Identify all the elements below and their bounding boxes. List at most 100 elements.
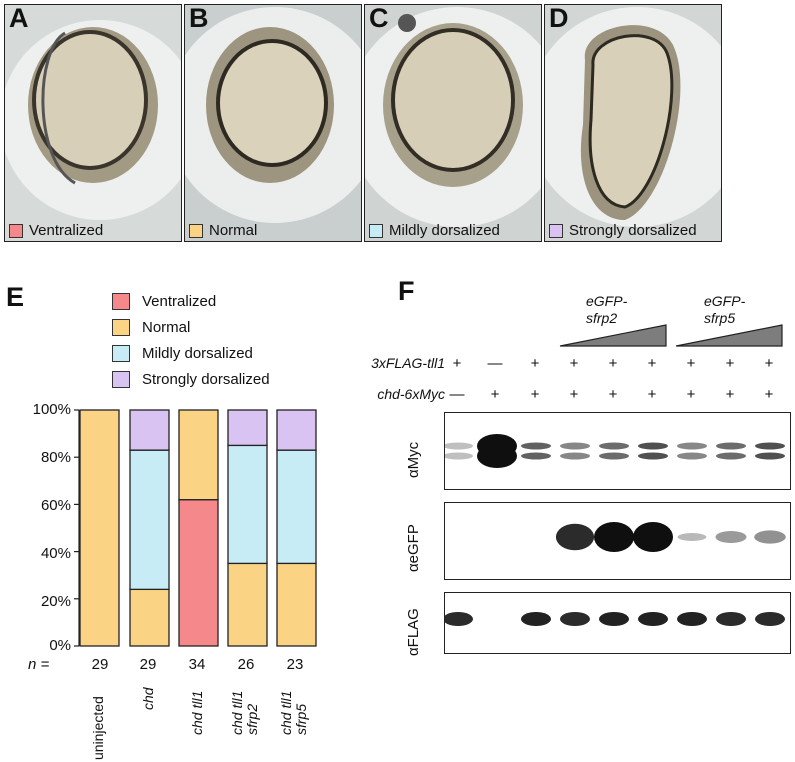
panel-a-image: A Ventralized [4,4,182,242]
treatment-sign: — [449,386,465,403]
panel-a-label: A [9,4,29,33]
blot-myc [443,412,791,490]
embryo-image [365,5,541,241]
y-tick-label: 20% [40,593,71,610]
blot-label-egfp: αeGFP [405,524,422,572]
treatment-sign: + [686,355,696,372]
n-value: 34 [188,656,206,673]
blot-band [599,452,629,460]
n-value: 23 [286,656,304,673]
treatment-sign: + [490,386,500,403]
blot-label-flag: αFLAG [405,608,422,656]
blot-band [677,452,707,460]
blot-band [599,612,629,626]
blot-band [521,442,551,450]
legend-item: Mildly dorsalized [112,345,253,362]
treatment-sign: — [487,355,503,372]
embryo-image [5,5,181,241]
row-label-chd-myc: chd-6xMyc [377,386,445,402]
blot-label-myc: αMyc [405,441,422,478]
bar-segment-normal [129,588,170,647]
blot-band [633,522,673,552]
bar-segment-mildly-dorsalized [276,449,317,565]
bar-segment-strongly-dorsalized [227,409,268,447]
blot-band [716,442,746,450]
panel-c-label: C [369,4,389,33]
blot-band [599,442,629,450]
blot-band [716,452,746,460]
treatment-sign: + [764,355,774,372]
egfp-sfrp2-label-line2: sfrp2 [586,310,618,326]
treatment-sign: + [530,355,540,372]
y-tick-label: 80% [40,449,71,466]
panel-c-image: C Mildly dorsalized [364,4,542,242]
blot-band [716,612,746,626]
panel-f-label: F [398,276,415,306]
blot-band [443,452,473,460]
panel-b-label: B [189,4,209,33]
blot-band [521,612,551,626]
blot-band [638,612,668,626]
legend-label: Mildly dorsalized [142,345,253,362]
n-value: 29 [91,656,109,673]
treatment-sign: + [725,386,735,403]
legend-swatch [112,371,130,388]
blot-band [754,530,786,544]
embryo-image [545,5,721,241]
bar-segment-strongly-dorsalized [129,409,170,451]
legend-swatch [112,345,130,362]
legend-label: Strongly dorsalized [142,371,270,388]
blot-band [677,612,707,626]
n-value: 29 [139,656,157,673]
dose-wedge-sfrp2 [559,324,667,347]
bar-segment-normal [178,409,219,501]
blot-band [560,452,590,460]
blot-band [443,612,473,626]
blot-band [555,523,595,551]
treatment-sign: + [530,386,540,403]
panel-d-image: D Strongly dorsalized [544,4,722,242]
y-tick-label: 60% [40,497,71,514]
bar-segment-normal [79,409,120,647]
treatment-sign: + [647,355,657,372]
legend-label: Ventralized [142,293,217,310]
treatment-sign: + [569,386,579,403]
blot-band [560,612,590,626]
bar-segment-mildly-dorsalized [129,449,170,591]
legend-label: Normal [142,319,191,336]
y-tick-label: 100% [32,401,71,418]
dose-wedge-sfrp5 [675,324,783,347]
blot-bands [443,434,785,468]
bar-segment-strongly-dorsalized [276,409,317,451]
treatment-sign: + [764,386,774,403]
treatment-sign: + [686,386,696,403]
panel-d-caption: Strongly dorsalized [569,222,697,239]
row-label-flag-tll1: 3xFLAG-tll1 [371,355,445,371]
blot-band [521,452,551,460]
blot-band [677,533,707,541]
bar-segment-normal [276,562,317,647]
treatment-sign: + [569,355,579,372]
blot-band [560,442,590,450]
egfp-sfrp5-label-line2: sfrp5 [704,310,736,326]
blot-band [638,452,668,460]
egfp-sfrp5-label-line1: eGFP- [704,293,746,309]
legend-swatch [112,293,130,310]
blot-bands [555,522,786,552]
panel-d-label: D [549,4,569,33]
egfp-sfrp2-label-line1: eGFP- [586,293,628,309]
embryo-image [185,5,361,241]
egfp-sfrp5-label: eGFP- sfrp5 [704,293,745,327]
panel-c-caption: Mildly dorsalized [389,222,500,239]
treatment-sign: + [725,355,735,372]
blot-bands [443,612,785,626]
treatment-sign: + [647,386,657,403]
legend-item: Normal [112,319,190,336]
egfp-sfrp2-label: eGFP- sfrp2 [586,293,627,327]
y-tick-label: 0% [49,637,71,654]
normal-swatch [189,223,203,238]
ventralized-swatch [9,223,23,238]
blot-band [677,442,707,450]
